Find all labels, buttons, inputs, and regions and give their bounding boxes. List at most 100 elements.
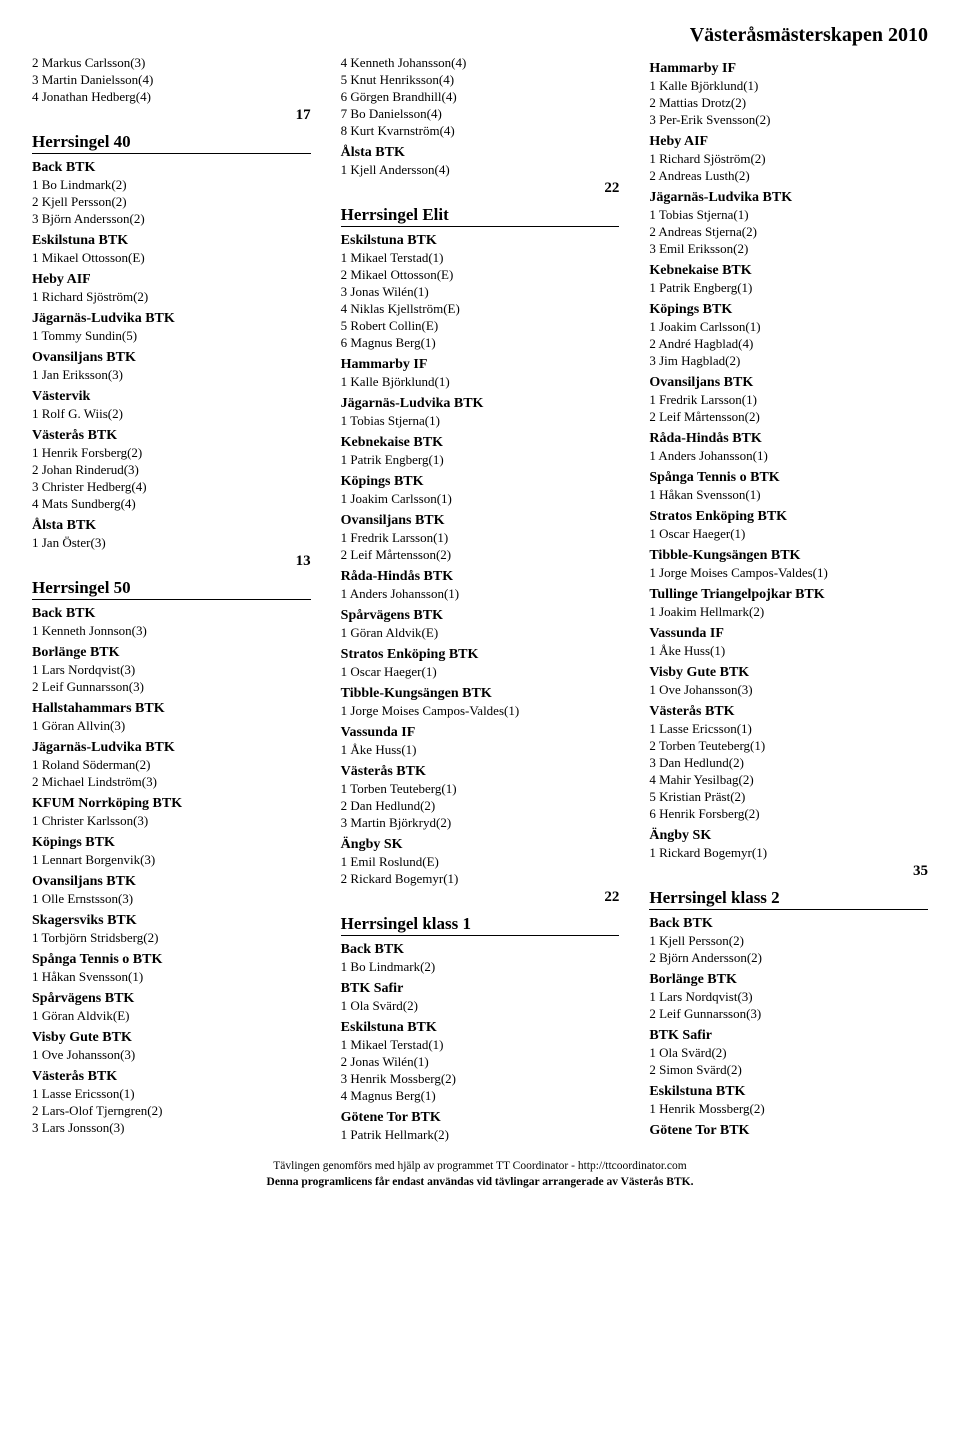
club-heading: Jägarnäs-Ludvika BTK <box>32 740 311 756</box>
list-entry: 1 Richard Sjöström(2) <box>649 151 928 167</box>
club-heading: Ovansiljans BTK <box>649 375 928 391</box>
club-heading: Spånga Tennis o BTK <box>649 470 928 486</box>
list-entry: 2 Lars-Olof Tjerngren(2) <box>32 1103 311 1119</box>
club-heading: Spånga Tennis o BTK <box>32 952 311 968</box>
club-heading: Hammarby IF <box>341 357 620 373</box>
list-entry: 5 Kristian Präst(2) <box>649 789 928 805</box>
club-heading: Tibble-Kungsängen BTK <box>649 548 928 564</box>
list-entry: 1 Patrik Engberg(1) <box>649 280 928 296</box>
list-entry: 2 Simon Svärd(2) <box>649 1062 928 1078</box>
list-entry: 1 Mikael Terstad(1) <box>341 1037 620 1053</box>
list-entry: 1 Kalle Björklund(1) <box>341 374 620 390</box>
list-entry: 1 Patrik Hellmark(2) <box>341 1127 620 1143</box>
club-heading: Stratos Enköping BTK <box>649 509 928 525</box>
club-heading: Köpings BTK <box>32 835 311 851</box>
list-entry: 1 Anders Johansson(1) <box>341 586 620 602</box>
club-heading: Jägarnäs-Ludvika BTK <box>341 396 620 412</box>
list-entry: 2 Leif Gunnarsson(3) <box>649 1006 928 1022</box>
list-entry: 1 Joakim Carlsson(1) <box>649 319 928 335</box>
list-entry: 3 Emil Eriksson(2) <box>649 241 928 257</box>
club-heading: Back BTK <box>341 942 620 958</box>
list-entry: 1 Kjell Andersson(4) <box>341 162 620 178</box>
list-entry: 2 Leif Mårtensson(2) <box>341 547 620 563</box>
club-heading: Ängby SK <box>341 837 620 853</box>
list-entry: 1 Mikael Terstad(1) <box>341 250 620 266</box>
section-heading: Herrsingel Elit <box>341 205 620 227</box>
club-heading: Kebnekaise BTK <box>649 263 928 279</box>
club-heading: Eskilstuna BTK <box>32 233 311 249</box>
list-entry: 2 Andreas Lusth(2) <box>649 168 928 184</box>
page-title: Västeråsmästerskapen 2010 <box>32 24 928 47</box>
club-heading: Eskilstuna BTK <box>341 233 620 249</box>
list-entry: 1 Jan Eriksson(3) <box>32 367 311 383</box>
list-entry: 1 Henrik Forsberg(2) <box>32 445 311 461</box>
list-entry: 2 Björn Andersson(2) <box>649 950 928 966</box>
count-badge: 17 <box>32 107 311 124</box>
club-heading: Back BTK <box>32 606 311 622</box>
list-entry: 1 Jorge Moises Campos-Valdes(1) <box>649 565 928 581</box>
list-entry: 2 Kjell Persson(2) <box>32 194 311 210</box>
list-entry: 1 Ove Johansson(3) <box>32 1047 311 1063</box>
list-entry: 3 Dan Hedlund(2) <box>649 755 928 771</box>
list-entry: 1 Jorge Moises Campos-Valdes(1) <box>341 703 620 719</box>
list-entry: 1 Tobias Stjerna(1) <box>341 413 620 429</box>
list-entry: 2 Markus Carlsson(3) <box>32 55 311 71</box>
list-entry: 1 Olle Ernstsson(3) <box>32 891 311 907</box>
list-entry: 8 Kurt Kvarnström(4) <box>341 123 620 139</box>
club-heading: Ovansiljans BTK <box>32 874 311 890</box>
club-heading: Västerås BTK <box>341 764 620 780</box>
list-entry: 6 Magnus Berg(1) <box>341 335 620 351</box>
list-entry: 4 Niklas Kjellström(E) <box>341 301 620 317</box>
list-entry: 5 Knut Henriksson(4) <box>341 72 620 88</box>
section-heading: Herrsingel 40 <box>32 132 311 154</box>
list-entry: 1 Göran Aldvik(E) <box>341 625 620 641</box>
list-entry: 1 Anders Johansson(1) <box>649 448 928 464</box>
list-entry: 4 Mahir Yesilbag(2) <box>649 772 928 788</box>
list-entry: 1 Mikael Ottosson(E) <box>32 250 311 266</box>
club-heading: Vassunda IF <box>649 626 928 642</box>
club-heading: Tibble-Kungsängen BTK <box>341 686 620 702</box>
list-entry: 6 Henrik Forsberg(2) <box>649 806 928 822</box>
list-entry: 3 Björn Andersson(2) <box>32 211 311 227</box>
club-heading: Spårvägens BTK <box>32 991 311 1007</box>
club-heading: Hammarby IF <box>649 61 928 77</box>
club-heading: Kebnekaise BTK <box>341 435 620 451</box>
footer-line-1: Tävlingen genomförs med hjälp av program… <box>32 1158 928 1174</box>
list-entry: 3 Henrik Mossberg(2) <box>341 1071 620 1087</box>
list-entry: 1 Håkan Svensson(1) <box>649 487 928 503</box>
column-2: 4 Kenneth Johansson(4)5 Knut Henriksson(… <box>341 55 620 1144</box>
list-entry: 1 Åke Huss(1) <box>649 643 928 659</box>
list-entry: 1 Richard Sjöström(2) <box>32 289 311 305</box>
list-entry: 1 Kenneth Jonnson(3) <box>32 623 311 639</box>
club-heading: Ängby SK <box>649 828 928 844</box>
list-entry: 4 Magnus Berg(1) <box>341 1088 620 1104</box>
list-entry: 1 Tommy Sundin(5) <box>32 328 311 344</box>
club-heading: Ovansiljans BTK <box>341 513 620 529</box>
list-entry: 1 Rolf G. Wiis(2) <box>32 406 311 422</box>
list-entry: 2 Michael Lindström(3) <box>32 774 311 790</box>
club-heading: Köpings BTK <box>649 302 928 318</box>
footer: Tävlingen genomförs med hjälp av program… <box>32 1158 928 1190</box>
list-entry: 2 Jonas Wilén(1) <box>341 1054 620 1070</box>
club-heading: Västerås BTK <box>649 704 928 720</box>
club-heading: Visby Gute BTK <box>649 665 928 681</box>
section-heading: Herrsingel klass 2 <box>649 888 928 910</box>
count-badge: 13 <box>32 553 311 570</box>
list-entry: 1 Kjell Persson(2) <box>649 933 928 949</box>
list-entry: 1 Tobias Stjerna(1) <box>649 207 928 223</box>
list-entry: 2 Mattias Drotz(2) <box>649 95 928 111</box>
list-entry: 1 Torben Teuteberg(1) <box>341 781 620 797</box>
list-entry: 3 Jim Hagblad(2) <box>649 353 928 369</box>
club-heading: Västerås BTK <box>32 1069 311 1085</box>
list-entry: 1 Oscar Haeger(1) <box>341 664 620 680</box>
list-entry: 1 Lasse Ericsson(1) <box>649 721 928 737</box>
list-entry: 3 Jonas Wilén(1) <box>341 284 620 300</box>
club-heading: Heby AIF <box>649 134 928 150</box>
list-entry: 7 Bo Danielsson(4) <box>341 106 620 122</box>
club-heading: Ovansiljans BTK <box>32 350 311 366</box>
club-heading: Back BTK <box>649 916 928 932</box>
club-heading: Borlänge BTK <box>649 972 928 988</box>
club-heading: Götene Tor BTK <box>341 1110 620 1126</box>
list-entry: 3 Christer Hedberg(4) <box>32 479 311 495</box>
club-heading: Back BTK <box>32 160 311 176</box>
